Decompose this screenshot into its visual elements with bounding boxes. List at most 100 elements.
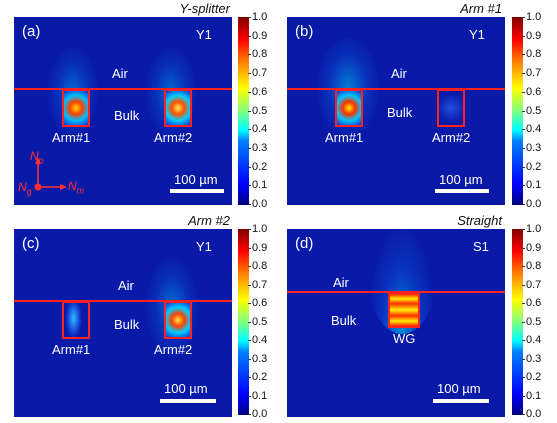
colorbar-tick-label: 0.7 bbox=[526, 278, 542, 291]
air-interface-line bbox=[14, 88, 232, 90]
sample-tag: Y1 bbox=[469, 27, 485, 42]
arm2-waveguide bbox=[164, 89, 192, 127]
colorbar-tick-label: 0.8 bbox=[252, 260, 268, 272]
arm2-label: Arm#2 bbox=[432, 130, 471, 145]
colorbar-tick-label: 0.4 bbox=[526, 123, 542, 136]
colorbar-tickmark bbox=[522, 247, 525, 249]
colorbar-tickmark bbox=[248, 321, 251, 323]
colorbar-tickmark bbox=[522, 229, 525, 230]
panel-letter: (b) bbox=[295, 23, 314, 40]
colorbar-tick-label: 0.6 bbox=[252, 297, 268, 309]
colorbar-tick-label: 0.1 bbox=[252, 389, 268, 402]
colorbar-tick-label: 0.6 bbox=[526, 297, 542, 309]
arm1-label: Arm#1 bbox=[325, 130, 364, 145]
colorbar-tickmark bbox=[522, 91, 525, 93]
colorbar-tick-label: 0.7 bbox=[526, 67, 542, 80]
arm1-waveguide bbox=[62, 301, 90, 339]
colorbar-tick-label: 0.9 bbox=[526, 29, 542, 42]
colorbar-tickmark bbox=[522, 110, 525, 112]
colorbar-tick-label: 0.6 bbox=[252, 85, 268, 98]
colorbar-tick-label: 0.9 bbox=[252, 29, 268, 42]
colorbar-tickmark bbox=[248, 340, 251, 341]
colorbar-tickmark bbox=[248, 166, 251, 168]
air-label: Air bbox=[112, 66, 128, 81]
scale-bar bbox=[170, 189, 224, 193]
colorbar-tick-label: 0.1 bbox=[252, 179, 268, 192]
panel-letter: (d) bbox=[295, 235, 314, 252]
colorbar-tickmark bbox=[248, 395, 251, 397]
colorbar-tickmark bbox=[522, 54, 525, 56]
scale-label: 100 µm bbox=[174, 172, 218, 187]
colorbar-tick-label: 1.0 bbox=[252, 11, 268, 23]
field-image: (a) Y1 Air Bulk Arm#1 Arm#2 100 µm Np Ng… bbox=[14, 17, 232, 205]
colorbar-tickmark bbox=[248, 147, 251, 149]
scale-label: 100 µm bbox=[439, 172, 483, 187]
air-label: Air bbox=[391, 66, 407, 81]
colorbar-tickmark bbox=[522, 321, 525, 323]
arm2-label: Arm#2 bbox=[154, 342, 193, 357]
colorbar-tickmark bbox=[522, 147, 525, 149]
colorbar-tick-label: 0.5 bbox=[526, 104, 542, 117]
crystal-axes bbox=[34, 157, 67, 191]
panel-title: Arm #2 bbox=[188, 213, 230, 228]
colorbar-tick-label: 1.0 bbox=[526, 11, 542, 23]
arm2-waveguide bbox=[437, 89, 465, 127]
ng-label: Ng bbox=[18, 180, 32, 197]
sample-tag: Y1 bbox=[196, 27, 212, 42]
colorbar-tickmark bbox=[248, 91, 251, 93]
scale-bar bbox=[160, 399, 216, 403]
colorbar-tick-label: 0.5 bbox=[252, 315, 268, 328]
colorbar-tickmark bbox=[248, 185, 251, 187]
colorbar-tickmark bbox=[248, 129, 251, 131]
colorbar-tickmark bbox=[522, 73, 525, 75]
colorbar bbox=[512, 17, 523, 205]
colorbar-tickmark bbox=[522, 166, 525, 168]
colorbar-tick-label: 1.0 bbox=[252, 223, 268, 235]
colorbar-tick-label: 0.3 bbox=[526, 352, 542, 365]
air-interface-line bbox=[287, 88, 505, 90]
bulk-label: Bulk bbox=[387, 105, 413, 120]
air-label: Air bbox=[118, 278, 134, 293]
colorbar-tick-label: 0.2 bbox=[526, 371, 542, 383]
scale-bar bbox=[433, 399, 489, 403]
colorbar-tickmark bbox=[522, 129, 525, 131]
nm-arrowhead bbox=[60, 184, 67, 190]
colorbar-tickmark bbox=[522, 340, 525, 341]
colorbar-tickmark bbox=[248, 414, 251, 415]
colorbar-tickmark bbox=[248, 73, 251, 75]
colorbar-tick-label: 0.8 bbox=[526, 260, 542, 272]
field-image: (b) Y1 Air Bulk Arm#1 Arm#2 100 µm bbox=[287, 17, 505, 205]
colorbar-tick-label: 0.7 bbox=[252, 278, 268, 291]
air-interface-line bbox=[14, 300, 232, 302]
nm-label: Nm bbox=[68, 179, 85, 196]
colorbar bbox=[512, 229, 523, 415]
scale-label: 100 µm bbox=[164, 381, 208, 396]
bulk-label: Bulk bbox=[331, 313, 357, 328]
colorbar-tick-label: 0.3 bbox=[252, 141, 268, 154]
colorbar-tick-label: 0.1 bbox=[526, 179, 542, 192]
colorbar-tick-label: 0.2 bbox=[252, 371, 268, 383]
colorbar-tick-label: 0.0 bbox=[526, 198, 542, 210]
colorbar-tickmark bbox=[522, 17, 525, 18]
colorbar-tickmark bbox=[248, 247, 251, 249]
colorbar-tickmark bbox=[248, 54, 251, 56]
colorbar-tick-label: 0.0 bbox=[526, 408, 542, 420]
colorbar-tick-label: 0.7 bbox=[252, 67, 268, 80]
arm2-label: Arm#2 bbox=[154, 130, 193, 145]
colorbar-tickmark bbox=[522, 377, 525, 378]
colorbar-tickmark bbox=[522, 395, 525, 397]
panel-title: Arm #1 bbox=[460, 1, 502, 16]
scale-bar bbox=[435, 189, 489, 193]
panel-title: Straight bbox=[457, 213, 502, 228]
colorbar-tick-label: 0.5 bbox=[252, 104, 268, 117]
arm1-label: Arm#1 bbox=[52, 130, 91, 145]
panel-letter: (c) bbox=[22, 235, 40, 252]
panel-title: Y-splitter bbox=[179, 1, 230, 16]
colorbar-tick-label: 0.0 bbox=[252, 198, 268, 210]
colorbar-tick-label: 0.4 bbox=[526, 334, 542, 346]
colorbar-tick-label: 0.6 bbox=[526, 85, 542, 98]
colorbar-tickmark bbox=[522, 204, 525, 205]
bulk-label: Bulk bbox=[114, 317, 140, 332]
colorbar-tick-label: 0.2 bbox=[252, 160, 268, 173]
colorbar-tickmark bbox=[248, 110, 251, 112]
